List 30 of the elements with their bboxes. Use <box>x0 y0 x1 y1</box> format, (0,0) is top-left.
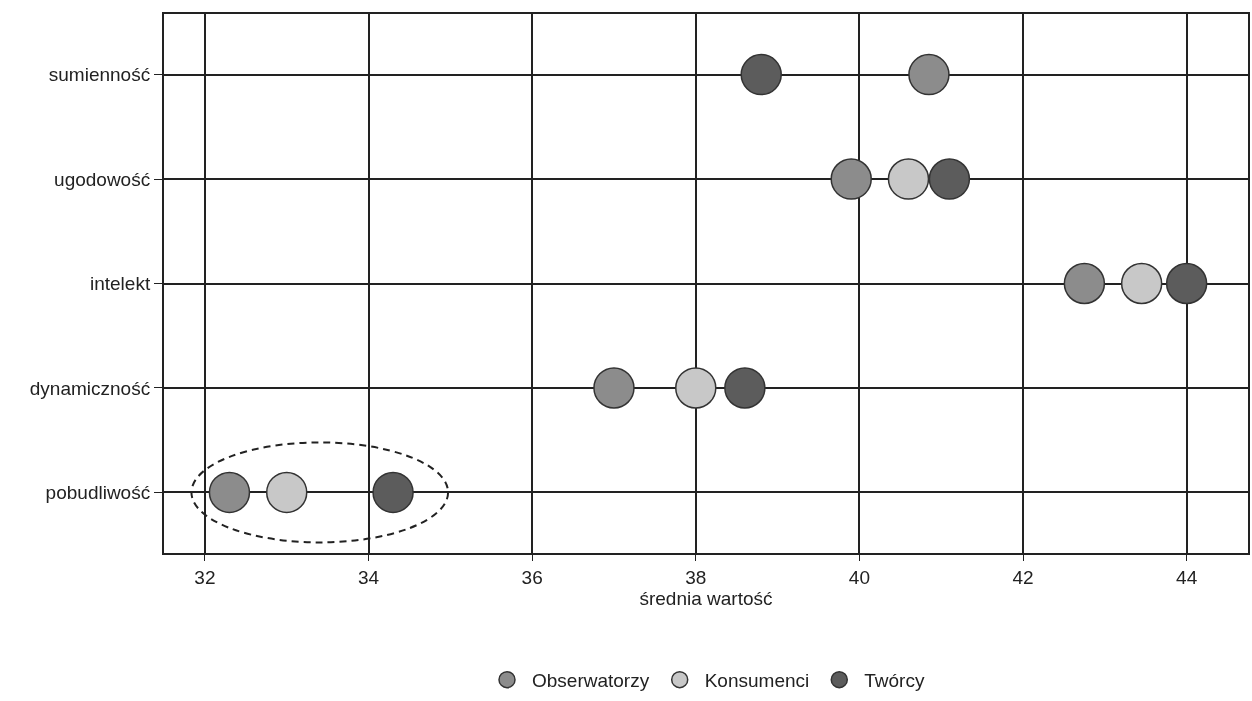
x-axis-title: średnia wartość <box>639 587 773 609</box>
y-tick-label: intelekt <box>90 273 151 295</box>
point <box>1063 262 1106 305</box>
x-tick-label: 36 <box>521 566 543 588</box>
y-tick-label: dynamiczność <box>29 377 151 399</box>
legend-label: Konsumenci <box>704 670 810 692</box>
point <box>675 367 717 409</box>
point <box>740 53 782 96</box>
x-tick-label: 40 <box>848 566 870 588</box>
y-tick-label: pobudliwość <box>45 482 151 504</box>
point <box>1165 262 1208 305</box>
x-tick-label: 42 <box>1012 566 1034 588</box>
x-tick-label: 44 <box>1176 566 1198 588</box>
legend-label: Twórcy <box>864 670 925 692</box>
x-tick-label: 38 <box>685 566 707 588</box>
point <box>908 53 950 96</box>
legend-label: Obserwatorzy <box>532 670 650 692</box>
point <box>593 367 635 409</box>
point <box>830 158 872 200</box>
x-tick-label: 34 <box>357 566 380 588</box>
point <box>265 471 308 514</box>
y-tick-label: ugodowość <box>54 168 151 190</box>
point <box>928 158 971 200</box>
x-tick-label: 32 <box>194 566 216 588</box>
point <box>724 367 766 409</box>
y-tick-label: sumienność <box>48 64 151 86</box>
point <box>372 471 414 514</box>
point <box>887 158 930 200</box>
point <box>1120 262 1163 305</box>
point <box>208 471 251 514</box>
